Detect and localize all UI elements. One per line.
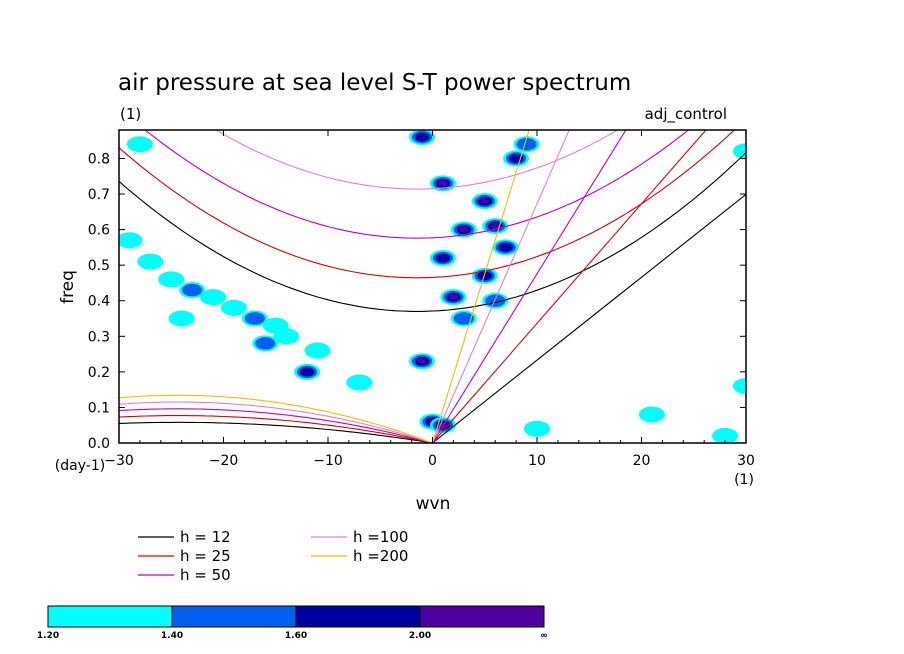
y-unit-label: (day-1) <box>55 458 105 474</box>
ig-curve <box>144 130 690 239</box>
y-tick-label: 0.7 <box>88 187 110 203</box>
y-tick-label: 0.8 <box>88 151 110 167</box>
power-region <box>448 294 458 300</box>
power-region <box>438 180 448 187</box>
power-region <box>435 253 451 263</box>
power-regions <box>119 130 746 443</box>
kelvin-curve <box>432 130 627 443</box>
y-tick-label: 0.3 <box>88 329 110 345</box>
rossby-curve <box>119 408 433 443</box>
kelvin-curve <box>431 130 570 443</box>
rossby-curve <box>119 401 433 443</box>
x-axis-label: wvn <box>416 494 451 514</box>
kelvin-curve <box>431 130 530 443</box>
colorbar-swatch <box>295 605 421 628</box>
x-tick-label: −10 <box>313 453 343 469</box>
power-region <box>304 342 331 359</box>
power-region <box>414 132 430 142</box>
power-region <box>273 328 300 345</box>
power-region <box>346 374 373 391</box>
power-region <box>712 427 739 443</box>
power-region <box>516 137 537 151</box>
colorbar-label: 2.00 <box>409 631 431 641</box>
power-region <box>477 271 493 281</box>
rossby-curve <box>119 394 433 443</box>
power-region <box>453 312 474 325</box>
rossby-curve <box>119 421 433 443</box>
power-region <box>200 289 227 306</box>
x-tick-label: −20 <box>209 453 239 469</box>
colorbar-label: 1.20 <box>37 631 59 641</box>
power-region <box>119 232 143 249</box>
rossby-curve <box>119 415 433 443</box>
power-region <box>182 283 203 297</box>
y-tick-label: 0.2 <box>88 365 110 381</box>
colorbar-label: ∞ <box>540 631 548 641</box>
x-tick-label: 30 <box>737 453 755 469</box>
colorbar-swatch <box>171 605 297 628</box>
x-tick-label: 10 <box>528 453 546 469</box>
power-region <box>299 367 315 377</box>
colorbar-swatch <box>419 605 545 628</box>
colorbar-label: 1.40 <box>161 631 183 641</box>
x-tick-label: 0 <box>428 453 437 469</box>
legend-label: h = 25 <box>180 547 231 565</box>
power-region <box>490 223 500 229</box>
ig-curve <box>119 152 746 312</box>
y-tick-label: 0.0 <box>88 436 110 452</box>
dispersion-curves <box>119 130 746 443</box>
legend-label: h =200 <box>353 547 408 565</box>
x-tick-label: −30 <box>104 453 134 469</box>
power-region <box>220 299 247 316</box>
power-region <box>126 136 153 153</box>
y-tick-label: 0.4 <box>88 294 110 310</box>
x-tick-label: 20 <box>633 453 651 469</box>
power-region <box>255 337 276 350</box>
y-axis-label: freq <box>58 270 78 304</box>
colorbar-label: 1.60 <box>285 631 307 641</box>
y-tick-label: 0.1 <box>88 400 110 416</box>
power-region <box>417 358 427 364</box>
power-region <box>498 242 513 252</box>
power-region <box>459 226 469 233</box>
subtitle-right: adj_control <box>645 105 727 124</box>
power-region <box>733 378 746 395</box>
kelvin-curve <box>432 130 707 443</box>
subtitle-left: (1) <box>120 105 141 123</box>
legend-label: h = 50 <box>180 566 231 584</box>
colorbar-swatch <box>47 605 173 628</box>
power-region <box>638 406 665 423</box>
power-region <box>137 253 164 270</box>
y-tick-label: 0.5 <box>88 258 110 274</box>
power-region <box>244 312 265 325</box>
power-region <box>168 310 195 327</box>
legend-label: h = 12 <box>180 528 231 546</box>
colorbar: 1.20 1.40 1.60 2.00 ∞ <box>37 605 548 641</box>
kelvin-curve <box>432 193 746 443</box>
y-tick-label: 0.6 <box>88 223 110 239</box>
chart-title: air pressure at sea level S-T power spec… <box>118 70 631 96</box>
power-region <box>158 271 185 288</box>
power-region <box>524 420 550 437</box>
legend-label: h =100 <box>353 528 408 546</box>
power-region <box>480 198 490 204</box>
x-unit-label: (1) <box>734 472 754 488</box>
plot-frame <box>118 129 747 444</box>
axis-ticks: −30 −20 −10 0 10 20 30 0.0 0.1 0.2 0.3 0.4 0.5 0.6 0.7… <box>88 130 755 469</box>
